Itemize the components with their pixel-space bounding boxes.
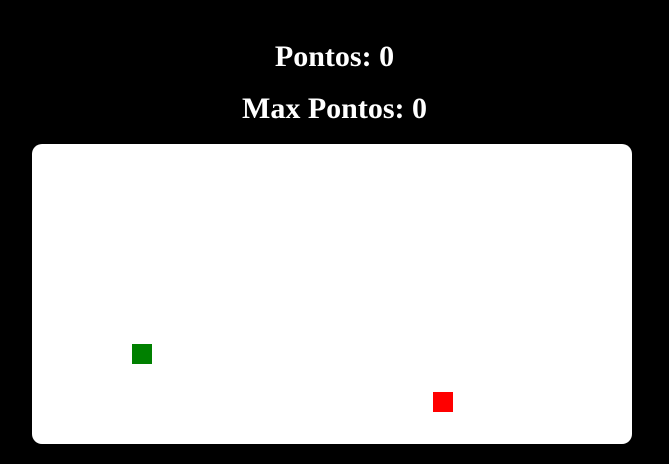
food-item — [433, 392, 453, 412]
game-board[interactable] — [32, 144, 632, 444]
score-label: Pontos: 0 — [274, 40, 395, 73]
snake-head — [132, 344, 152, 364]
max-score-label: Max Pontos: 0 — [242, 92, 427, 125]
